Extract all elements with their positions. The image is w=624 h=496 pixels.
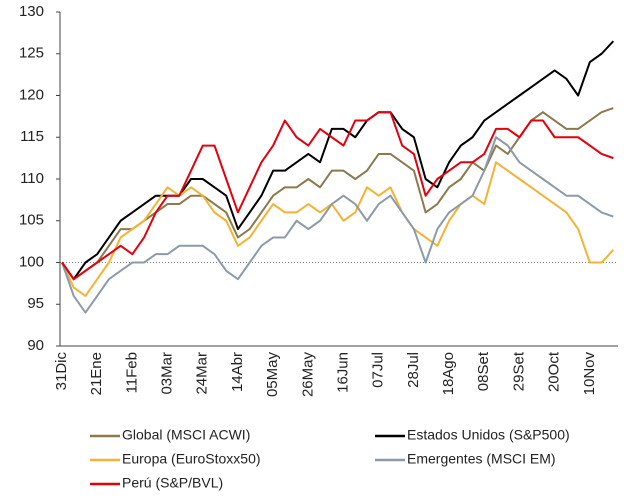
y-tick-label: 110: [20, 170, 44, 187]
x-tick-label: 18Ago: [440, 352, 457, 395]
x-tick-label: 20Oct: [546, 351, 563, 392]
x-tick-label: 14Abr: [229, 352, 246, 392]
y-tick-label: 115: [20, 128, 44, 145]
x-tick-label: 24Mar: [194, 352, 211, 395]
series-line: [61, 40, 615, 281]
y-tick-label: 125: [19, 45, 44, 62]
legend-label: Emergentes (MSCI EM): [407, 451, 556, 467]
y-tick-label: 90: [27, 337, 44, 354]
y-tick-label: 130: [19, 3, 44, 20]
legend-label: Perú (S&P/BVL): [122, 475, 223, 491]
legend-label: Global (MSCI ACWI): [122, 427, 250, 443]
y-tick-label: 95: [27, 295, 44, 312]
x-tick-label: 21Ene: [88, 352, 105, 395]
series-line: [61, 107, 614, 281]
x-tick-label: 29Set: [510, 351, 527, 391]
x-tick-label: 31Dic: [53, 352, 70, 391]
series-line: [61, 136, 614, 314]
series-line: [61, 161, 615, 297]
legend-label: Europa (EuroStoxx50): [122, 451, 261, 467]
x-tick-label: 28Jul: [405, 352, 422, 388]
x-tick-label: 08Set: [475, 351, 492, 391]
x-tick-label: 26May: [299, 352, 316, 398]
x-tick-label: 16Jun: [334, 352, 351, 393]
y-tick-label: 105: [19, 212, 44, 229]
legend-label: Estados Unidos (S&P500): [407, 427, 570, 443]
x-tick-label: 07Jul: [370, 352, 387, 388]
y-tick-label: 120: [19, 86, 44, 103]
series-line: [61, 111, 614, 281]
y-tick-label: 100: [19, 253, 44, 270]
x-tick-label: 03Mar: [159, 352, 176, 395]
x-tick-label: 10Nov: [581, 352, 598, 396]
x-tick-label: 05May: [264, 352, 281, 398]
x-tick-label: 11Feb: [123, 352, 140, 393]
